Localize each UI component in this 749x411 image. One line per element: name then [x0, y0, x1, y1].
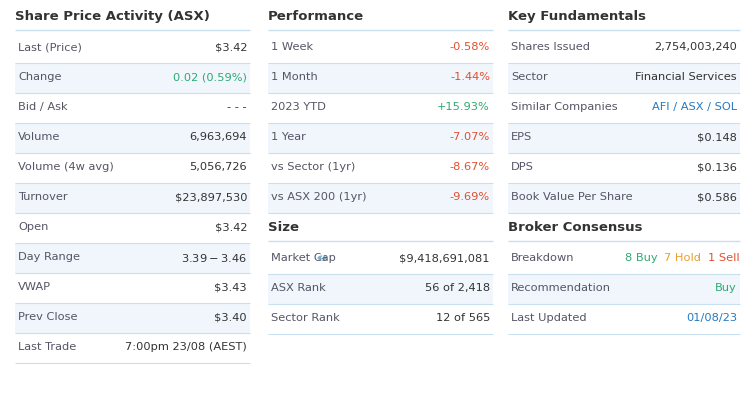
Text: 6,963,694: 6,963,694: [189, 132, 247, 142]
Text: Book Value Per Share: Book Value Per Share: [511, 192, 633, 202]
Text: vs Sector (1yr): vs Sector (1yr): [271, 162, 355, 172]
Text: 12 of 565: 12 of 565: [436, 313, 490, 323]
Text: ASX Rank: ASX Rank: [271, 283, 326, 293]
Text: Performance: Performance: [268, 10, 364, 23]
Text: $23,897,530: $23,897,530: [175, 192, 247, 202]
Text: 5,056,726: 5,056,726: [189, 162, 247, 172]
Text: -8.67%: -8.67%: [450, 162, 490, 172]
Bar: [15, 183, 250, 213]
Text: 8 Buy: 8 Buy: [625, 253, 658, 263]
Text: Key Fundamentals: Key Fundamentals: [508, 10, 646, 23]
Bar: [268, 123, 493, 153]
Text: Financial Services: Financial Services: [635, 72, 737, 82]
Text: Size: Size: [268, 221, 299, 234]
Text: AFI / ASX / SOL: AFI / ASX / SOL: [652, 102, 737, 112]
Text: vs ASX 200 (1yr): vs ASX 200 (1yr): [271, 192, 366, 202]
Text: - - -: - - -: [228, 102, 247, 112]
Text: 0.02 (0.59%): 0.02 (0.59%): [173, 72, 247, 82]
Text: Volume (4w avg): Volume (4w avg): [18, 162, 114, 172]
Text: Share Price Activity (ASX): Share Price Activity (ASX): [15, 10, 210, 23]
Bar: [268, 274, 493, 304]
Text: $3.39 - $3.46: $3.39 - $3.46: [181, 252, 247, 264]
Bar: [268, 183, 493, 213]
Text: Prev Close: Prev Close: [18, 312, 77, 322]
Bar: [15, 243, 250, 273]
Bar: [508, 183, 740, 213]
Text: $3.40: $3.40: [214, 312, 247, 322]
Text: -9.69%: -9.69%: [450, 192, 490, 202]
Text: Broker Consensus: Broker Consensus: [508, 221, 643, 234]
Text: $0.136: $0.136: [697, 162, 737, 172]
Text: 1 Year: 1 Year: [271, 132, 306, 142]
Bar: [268, 63, 493, 93]
Text: ·: ·: [649, 253, 661, 263]
Text: Volume: Volume: [18, 132, 61, 142]
Text: Buy: Buy: [715, 283, 737, 293]
Text: $9,418,691,081: $9,418,691,081: [399, 253, 490, 263]
Text: ?: ?: [320, 254, 324, 263]
Text: $3.42: $3.42: [214, 222, 247, 232]
Bar: [15, 63, 250, 93]
Text: Market Cap: Market Cap: [271, 253, 336, 263]
Bar: [15, 303, 250, 333]
Text: Turnover: Turnover: [18, 192, 67, 202]
Text: Open: Open: [18, 222, 49, 232]
Text: $3.43: $3.43: [214, 282, 247, 292]
Text: 1 Month: 1 Month: [271, 72, 318, 82]
Circle shape: [318, 256, 327, 261]
Text: $3.42: $3.42: [214, 42, 247, 52]
Text: ·: ·: [694, 253, 704, 263]
Bar: [15, 123, 250, 153]
Text: Last (Price): Last (Price): [18, 42, 82, 52]
Text: $0.586: $0.586: [697, 192, 737, 202]
Bar: [508, 63, 740, 93]
Text: 7 Hold: 7 Hold: [664, 253, 701, 263]
Text: +15.93%: +15.93%: [437, 102, 490, 112]
Text: Last Updated: Last Updated: [511, 313, 586, 323]
Text: -1.44%: -1.44%: [450, 72, 490, 82]
Text: Breakdown: Breakdown: [511, 253, 574, 263]
Text: 7:00pm 23/08 (AEST): 7:00pm 23/08 (AEST): [125, 342, 247, 352]
Text: Sector: Sector: [511, 72, 548, 82]
Text: 2023 YTD: 2023 YTD: [271, 102, 326, 112]
Text: 1 Week: 1 Week: [271, 42, 313, 52]
Text: Similar Companies: Similar Companies: [511, 102, 618, 112]
Text: Change: Change: [18, 72, 61, 82]
Text: Last Trade: Last Trade: [18, 342, 76, 352]
Text: Day Range: Day Range: [18, 252, 80, 262]
Text: $0.148: $0.148: [697, 132, 737, 142]
Text: DPS: DPS: [511, 162, 534, 172]
Text: 01/08/23: 01/08/23: [686, 313, 737, 323]
Text: Shares Issued: Shares Issued: [511, 42, 590, 52]
Text: EPS: EPS: [511, 132, 533, 142]
Text: 56 of 2,418: 56 of 2,418: [425, 283, 490, 293]
Text: Bid / Ask: Bid / Ask: [18, 102, 67, 112]
Text: 2,754,003,240: 2,754,003,240: [654, 42, 737, 52]
Bar: [508, 123, 740, 153]
Text: Recommendation: Recommendation: [511, 283, 611, 293]
Text: 1 Sell: 1 Sell: [708, 253, 739, 263]
Bar: [508, 274, 740, 304]
Text: -0.58%: -0.58%: [449, 42, 490, 52]
Text: VWAP: VWAP: [18, 282, 51, 292]
Text: Sector Rank: Sector Rank: [271, 313, 340, 323]
Text: -7.07%: -7.07%: [449, 132, 490, 142]
